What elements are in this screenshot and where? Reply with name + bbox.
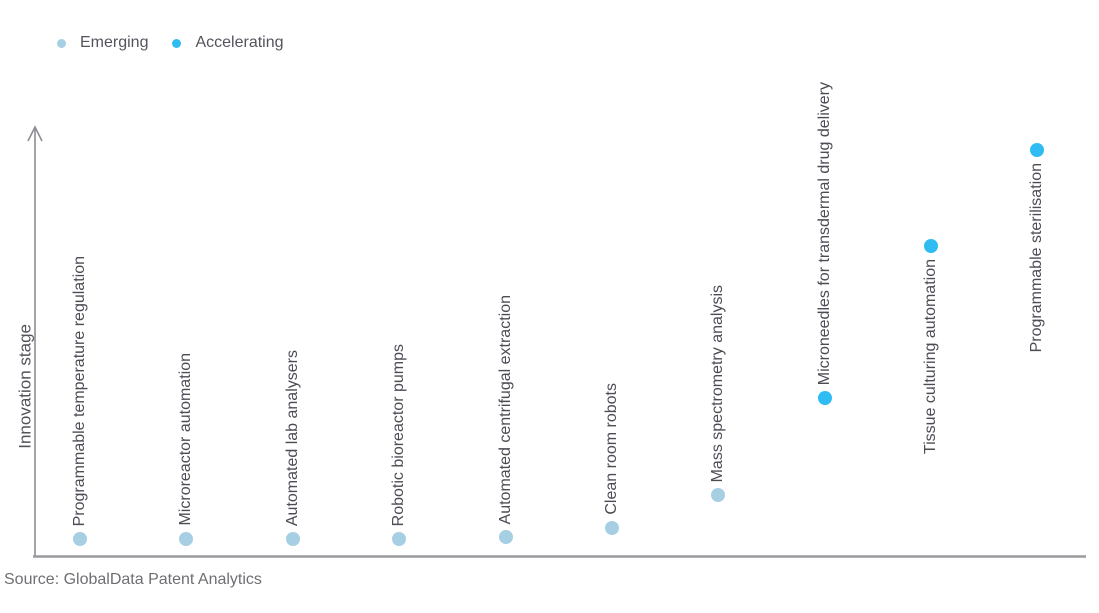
data-point-label-automated-lab-analysers: Automated lab analysers: [284, 349, 301, 526]
data-point-dot-programmable-sterilisation: [1030, 143, 1044, 157]
data-point-label-mass-spectrometry-analysis: Mass spectrometry analysis: [709, 284, 726, 482]
data-point-label-tissue-culturing-automation: Tissue culturing automation: [922, 259, 939, 455]
data-point-dot-microreactor-automation: [179, 532, 193, 546]
source-note: Source: GlobalData Patent Analytics: [4, 571, 262, 588]
data-point-label-clean-room-robots: Clean room robots: [603, 383, 620, 515]
data-point-label-programmable-sterilisation: Programmable sterilisation: [1028, 163, 1045, 353]
data-point-dot-tissue-culturing-automation: [924, 239, 938, 253]
data-point-dot-automated-centrifugal-extraction: [499, 530, 513, 544]
data-point-label-microreactor-automation: Microreactor automation: [177, 353, 194, 526]
legend-item-accelerating: Accelerating: [172, 34, 284, 52]
legend-item-emerging: Emerging: [57, 34, 148, 52]
legend-label: Accelerating: [195, 34, 284, 51]
data-point-label-programmable-temperature-regulation: Programmable temperature regulation: [71, 255, 88, 526]
data-point-dot-clean-room-robots: [605, 521, 619, 535]
data-point-dot-mass-spectrometry-analysis: [711, 488, 725, 502]
data-point-label-robotic-bioreactor-pumps: Robotic bioreactor pumps: [390, 343, 407, 526]
legend: Emerging Accelerating: [57, 34, 284, 52]
legend-swatch-icon: [57, 38, 66, 48]
legend-label: Emerging: [80, 34, 149, 51]
data-point-dot-microneedles-for-transdermal-drug-delivery: [818, 391, 832, 405]
y-axis-title: Innovation stage: [15, 324, 35, 449]
data-point-dot-programmable-temperature-regulation: [73, 532, 87, 546]
data-point-dot-automated-lab-analysers: [286, 532, 300, 546]
data-point-dot-robotic-bioreactor-pumps: [392, 532, 406, 546]
y-axis-arrowhead-icon: [27, 125, 43, 142]
data-point-label-microneedles-for-transdermal-drug-delivery: Microneedles for transdermal drug delive…: [816, 81, 833, 385]
legend-swatch-icon: [172, 38, 182, 48]
data-point-label-automated-centrifugal-extraction: Automated centrifugal extraction: [497, 294, 514, 524]
